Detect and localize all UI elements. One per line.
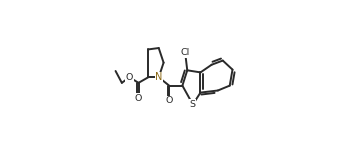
Text: O: O [126,73,133,82]
Text: O: O [165,96,173,105]
Text: N: N [155,72,163,82]
Text: O: O [135,94,142,103]
Text: Cl: Cl [181,48,190,57]
Text: S: S [190,100,196,109]
